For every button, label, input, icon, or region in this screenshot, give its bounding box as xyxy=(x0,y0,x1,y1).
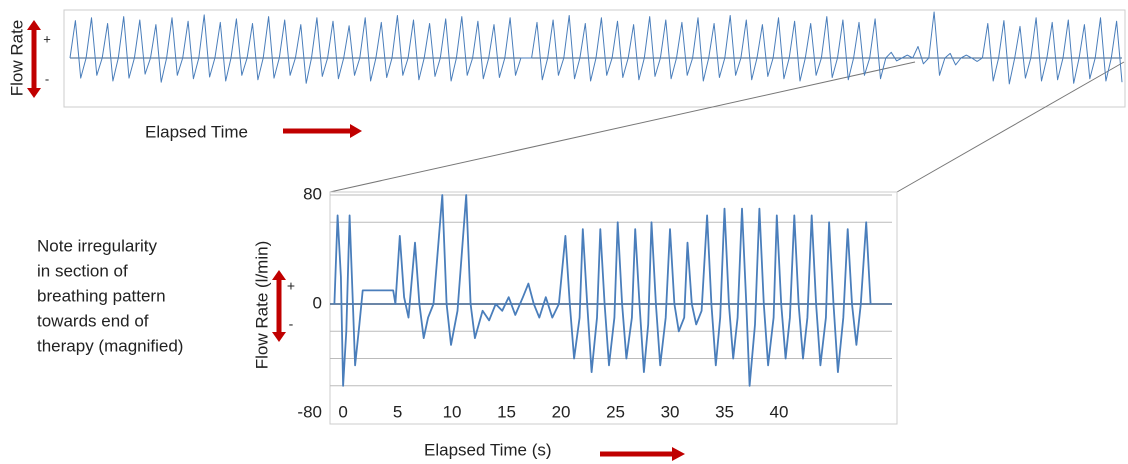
zoom-line xyxy=(896,61,1125,193)
x-tick-label: 10 xyxy=(443,402,462,421)
arrow-head xyxy=(350,124,362,138)
arrow-head xyxy=(27,88,41,98)
zoom-line xyxy=(329,61,916,193)
y-tick-label: 80 xyxy=(303,184,322,203)
detail-frame xyxy=(329,191,898,425)
x-axis-label: Elapsed Time xyxy=(145,122,248,141)
x-tick-label: 25 xyxy=(606,402,625,421)
y-axis-label: Flow Rate (l/min) xyxy=(252,241,271,369)
plus-sign: + xyxy=(287,278,295,294)
annotation: therapy (magnified) xyxy=(37,336,183,355)
annotation: Note irregularity xyxy=(37,236,157,255)
annotation: in section of xyxy=(37,261,128,280)
x-tick-label: 40 xyxy=(770,402,789,421)
y-tick-label: 0 xyxy=(313,293,322,312)
arrow-head xyxy=(272,270,286,280)
arrow-head xyxy=(672,447,685,461)
annotation: towards end of xyxy=(37,311,149,330)
overview-frame xyxy=(63,9,1126,108)
minus-sign: - xyxy=(289,316,294,332)
x-tick-label: 20 xyxy=(552,402,571,421)
arrow-head xyxy=(272,332,286,342)
x-axis-label: Elapsed Time (s) xyxy=(424,440,552,459)
flow-line xyxy=(69,11,1123,85)
flow-line xyxy=(333,194,872,387)
y-tick-label: -80 xyxy=(297,402,322,421)
y-axis-label: Flow Rate xyxy=(7,20,26,97)
x-tick-label: 30 xyxy=(661,402,680,421)
x-tick-label: 35 xyxy=(715,402,734,421)
x-tick-label: 5 xyxy=(393,402,402,421)
x-tick-label: 15 xyxy=(497,402,516,421)
annotation: breathing pattern xyxy=(37,286,166,305)
arrow-head xyxy=(27,20,41,30)
x-tick-label: 0 xyxy=(338,402,347,421)
minus-sign: - xyxy=(45,71,49,86)
plus-sign: + xyxy=(43,31,51,46)
